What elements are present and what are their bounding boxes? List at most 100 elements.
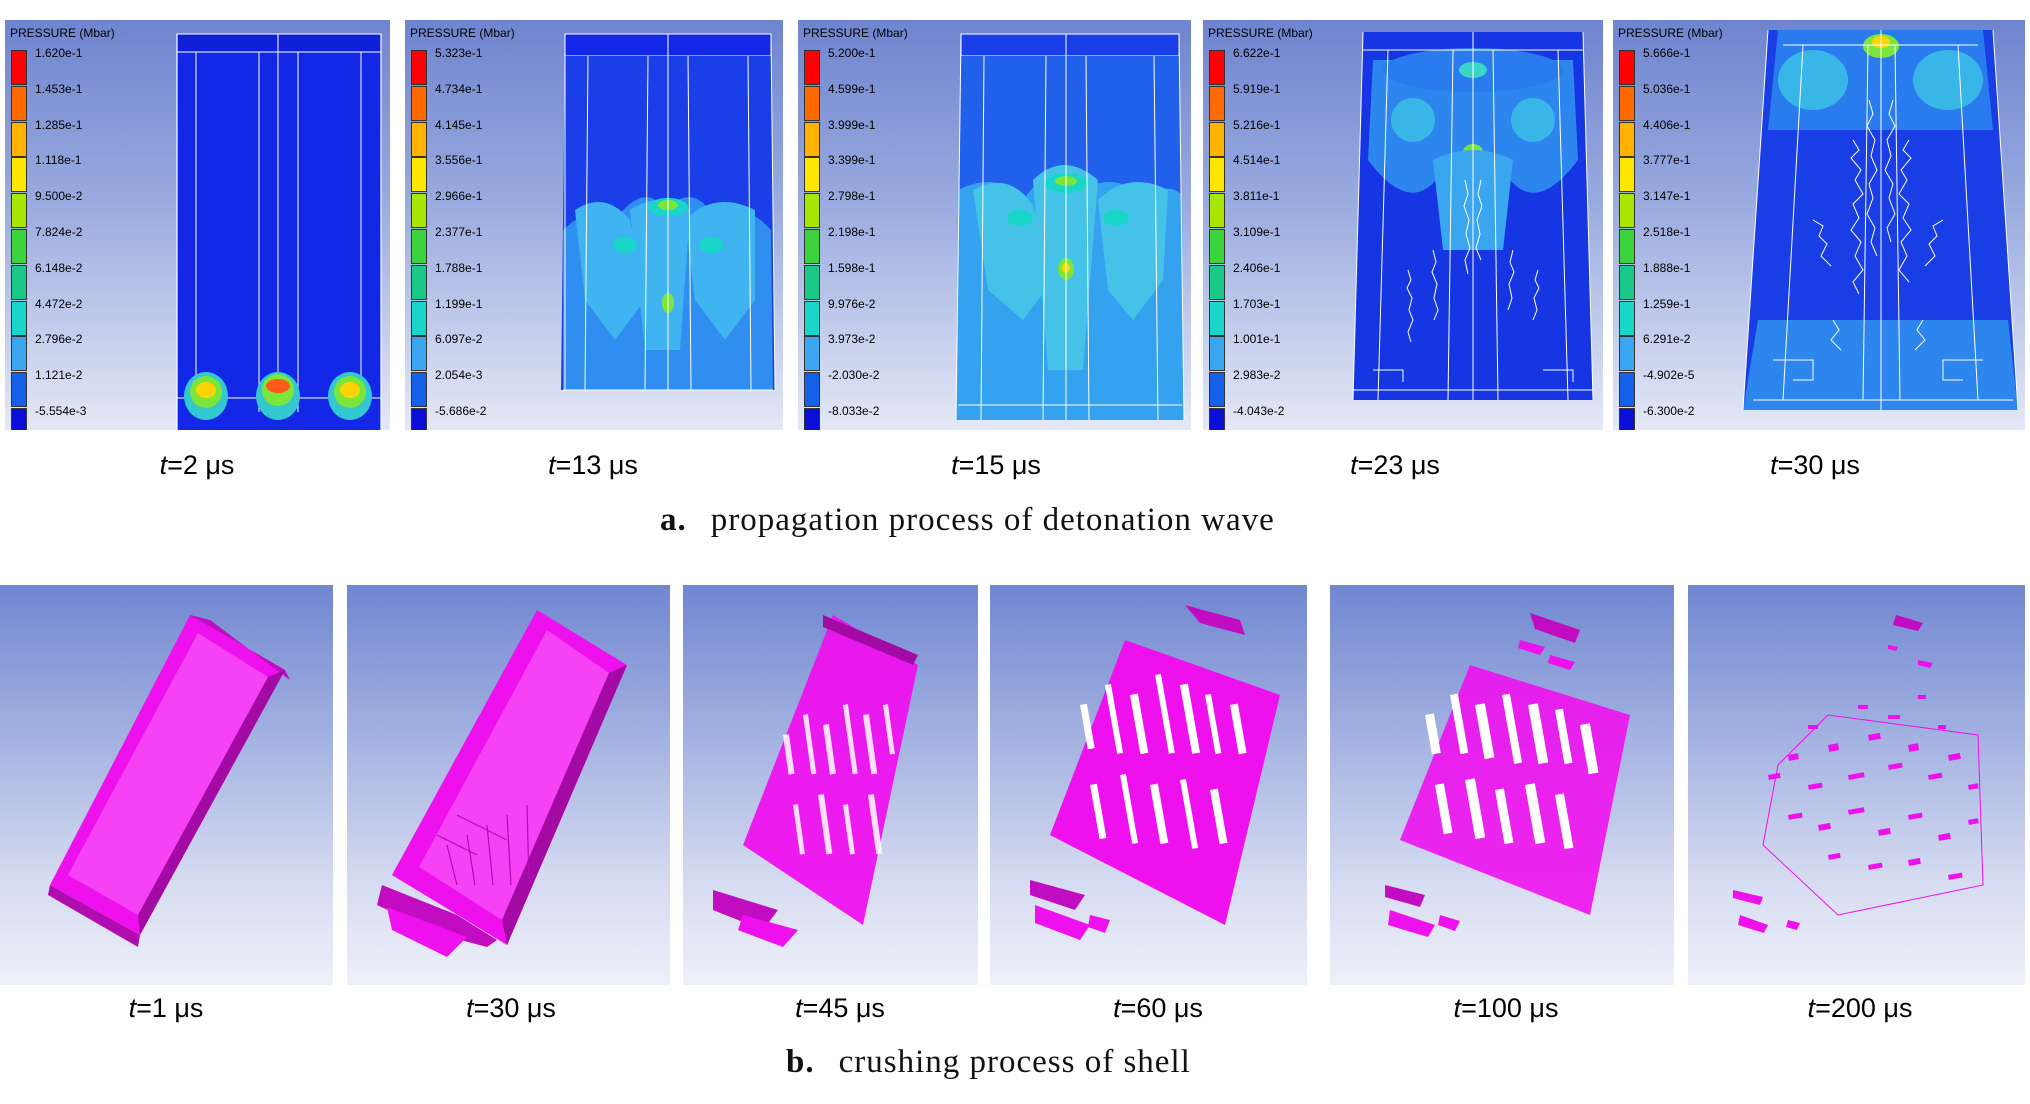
legend-tick-label: 4.514e-1 bbox=[1233, 153, 1281, 168]
legend-tick-label: -4.043e-2 bbox=[1233, 404, 1285, 418]
shell-panel-1 bbox=[0, 585, 333, 985]
legend-title: PRESSURE (Mbar) bbox=[803, 26, 908, 40]
legend-tick-label: 2.796e-2 bbox=[35, 332, 83, 347]
time-label: t=30 μs bbox=[1770, 450, 1860, 480]
pressure-contour-plot bbox=[1352, 31, 1594, 401]
legend-swatch bbox=[1619, 193, 1635, 229]
shell-render bbox=[1733, 615, 1984, 933]
legend-tick-label: 3.399e-1 bbox=[828, 153, 876, 168]
legend-tick-label: 2.983e-2 bbox=[1233, 368, 1281, 383]
legend-swatch bbox=[1619, 372, 1635, 408]
time-label: t=30 μs bbox=[466, 993, 556, 1023]
shell-panel-5 bbox=[1330, 585, 1674, 985]
time-label: t=15 μs bbox=[951, 450, 1041, 480]
legend-swatch bbox=[11, 193, 27, 229]
legend-tick-label: 1.118e-1 bbox=[35, 153, 82, 168]
shell-panel-2 bbox=[347, 585, 670, 985]
legend-swatch bbox=[1619, 50, 1635, 85]
legend-swatch bbox=[804, 408, 820, 430]
legend-swatch bbox=[411, 157, 427, 193]
legend-swatch bbox=[11, 85, 27, 121]
legend-tick-label: 4.472e-2 bbox=[35, 296, 83, 311]
shell-render bbox=[48, 615, 290, 947]
legend-swatch bbox=[11, 300, 27, 336]
legend-tick-label: 5.036e-1 bbox=[1643, 81, 1691, 96]
legend-swatch bbox=[1209, 300, 1225, 336]
pressure-contour-plot bbox=[176, 33, 382, 430]
legend-swatch bbox=[1619, 264, 1635, 300]
time-label: t=2 μs bbox=[159, 450, 235, 480]
time-label: t=23 μs bbox=[1350, 450, 1440, 480]
legend-tick-label: 4.734e-1 bbox=[435, 81, 483, 96]
time-label: t=100 μs bbox=[1453, 993, 1559, 1023]
legend-swatch bbox=[11, 229, 27, 264]
legend-tick-label: 3.999e-1 bbox=[828, 117, 876, 132]
legend-swatch bbox=[1209, 193, 1225, 229]
time-label: t=45 μs bbox=[795, 993, 885, 1023]
legend-swatch bbox=[804, 157, 820, 193]
legend-swatch bbox=[1209, 50, 1225, 85]
legend-tick-label: 3.109e-1 bbox=[1233, 225, 1281, 239]
legend-swatch bbox=[411, 408, 427, 430]
legend-swatch bbox=[1619, 300, 1635, 336]
pressure-panel-2: PRESSURE (Mbar) 5.323e-1 4.734e-1 4.145e-1… bbox=[405, 20, 783, 430]
legend-tick-label: -8.033e-2 bbox=[828, 404, 880, 418]
legend-title: PRESSURE (Mbar) bbox=[1208, 26, 1313, 40]
legend-tick-label: 1.620e-1 bbox=[35, 46, 83, 60]
legend-tick-label: 6.148e-2 bbox=[35, 260, 83, 275]
legend-tick-label: 2.198e-1 bbox=[828, 225, 876, 239]
legend-swatch bbox=[1209, 121, 1225, 157]
legend-tick-label: 5.666e-1 bbox=[1643, 46, 1691, 60]
legend-tick-label: 1.703e-1 bbox=[1233, 296, 1281, 311]
legend-tick-label: 5.216e-1 bbox=[1233, 117, 1281, 132]
legend-tick-label: 3.973e-2 bbox=[828, 332, 876, 347]
shell-render bbox=[713, 615, 918, 947]
legend-swatch bbox=[804, 121, 820, 157]
legend-tick-label: 4.599e-1 bbox=[828, 81, 876, 96]
pressure-panel-5: PRESSURE (Mbar) 5.666e-1 5.036e-1 4. bbox=[1613, 20, 2025, 430]
legend-tick-label: 5.919e-1 bbox=[1233, 81, 1281, 96]
legend-swatch bbox=[11, 50, 27, 85]
legend-tick-label: 1.199e-1 bbox=[435, 296, 483, 311]
legend-swatch bbox=[11, 336, 27, 372]
legend-swatch bbox=[804, 336, 820, 372]
legend-swatch bbox=[1209, 85, 1225, 121]
legend-tick-label: 1.888e-1 bbox=[1643, 260, 1691, 275]
pressure-contour-plot bbox=[561, 33, 776, 391]
legend-tick-label: 6.622e-1 bbox=[1233, 46, 1281, 60]
legend-swatch bbox=[804, 85, 820, 121]
legend-tick-label: 4.145e-1 bbox=[435, 117, 483, 132]
legend-tick-label: 5.200e-1 bbox=[828, 46, 876, 60]
legend-swatch bbox=[1619, 85, 1635, 121]
legend-tick-label: 3.777e-1 bbox=[1643, 153, 1691, 168]
legend-tick-label: 2.406e-1 bbox=[1233, 260, 1281, 275]
legend-swatch bbox=[411, 193, 427, 229]
legend-tick-label: -5.686e-2 bbox=[435, 404, 487, 418]
legend-tick-label: 2.054e-3 bbox=[435, 368, 483, 383]
legend-swatch bbox=[1619, 157, 1635, 193]
pressure-panel-1: PRESSURE (Mbar) 1.620e-1 1.453e-1 1.285e-1… bbox=[5, 20, 390, 430]
legend-title: PRESSURE (Mbar) bbox=[1618, 26, 1723, 40]
time-label: t=13 μs bbox=[548, 450, 638, 480]
legend-tick-label: 7.824e-2 bbox=[35, 225, 83, 239]
legend-tick-label: -6.300e-2 bbox=[1643, 404, 1695, 418]
legend-swatch bbox=[804, 229, 820, 264]
legend-tick-label: 2.518e-1 bbox=[1643, 225, 1691, 239]
legend-tick-label: 9.500e-2 bbox=[35, 189, 83, 204]
legend-swatch bbox=[11, 121, 27, 157]
legend-swatch bbox=[1209, 157, 1225, 193]
legend-swatch bbox=[1619, 229, 1635, 264]
legend-swatch bbox=[11, 264, 27, 300]
pressure-panel-3: PRESSURE (Mbar) 5.200e-1 4.599e-1 3.999e-1… bbox=[798, 20, 1191, 430]
legend-title: PRESSURE (Mbar) bbox=[410, 26, 515, 40]
legend-swatch bbox=[411, 300, 427, 336]
legend-swatch bbox=[804, 193, 820, 229]
legend-swatch bbox=[1619, 408, 1635, 430]
shell-render bbox=[1030, 605, 1280, 940]
legend-tick-label: 1.453e-1 bbox=[35, 81, 83, 96]
legend-swatch bbox=[804, 264, 820, 300]
legend-tick-label: 1.598e-1 bbox=[828, 260, 876, 275]
legend-swatch bbox=[411, 229, 427, 264]
legend-tick-label: 2.798e-1 bbox=[828, 189, 876, 204]
legend-swatch bbox=[804, 300, 820, 336]
